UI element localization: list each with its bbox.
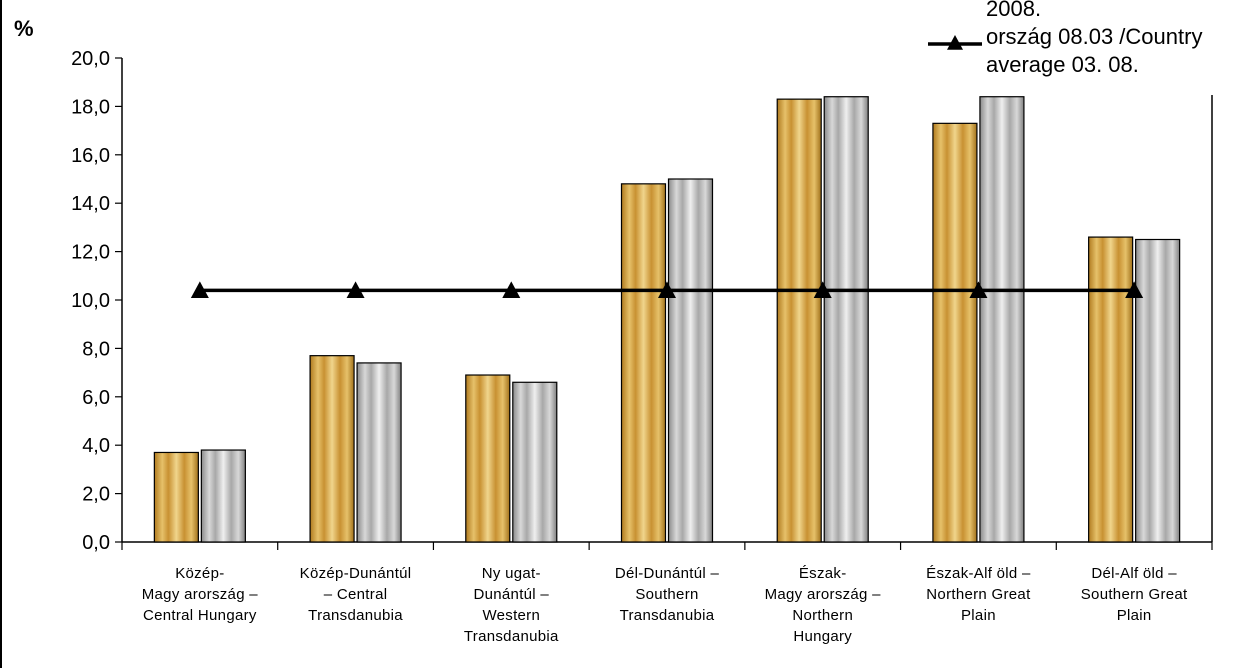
country-average-line <box>190 281 1144 298</box>
average-marker-6 <box>969 281 988 298</box>
y-tick-label: 10,0 <box>71 290 110 312</box>
x-category-label: Közép-Dunántúl – Central Transdanubia <box>300 565 412 624</box>
legend: 2008. ország 08.03 /Country average 03. 08… <box>910 0 1252 95</box>
y-tick-label: 6,0 <box>82 387 110 409</box>
y-axis-ticks: 0,0 2,0 4,0 6,0 8,0 10,0 12,0 14,0 16,0 18,0 20,0 <box>71 48 122 554</box>
bar-series1-5 <box>776 98 822 543</box>
y-axis-unit: % <box>14 16 34 41</box>
x-category-label: Dél-Dunántúl – Southern Transdanubia <box>615 565 720 624</box>
average-marker-7 <box>1125 281 1144 298</box>
legend-box <box>910 0 1252 95</box>
bar-series1-1 <box>153 451 199 543</box>
chart-axes <box>121 58 1213 550</box>
average-marker-5 <box>813 281 832 298</box>
y-tick-label: 0,0 <box>82 532 110 554</box>
chart-bars <box>153 96 1181 543</box>
bar-series2-4 <box>667 178 714 543</box>
bar-series1-2 <box>309 355 355 543</box>
legend-label: 2008. ország 08.03 /Country average 03. 08… <box>986 0 1202 77</box>
x-axis-categories: Közép-Magy arország – Central Hungary Közé… <box>142 565 1188 645</box>
y-tick-label: 14,0 <box>71 193 110 215</box>
y-tick-label: 16,0 <box>71 145 110 167</box>
bar-series1-3 <box>465 374 511 543</box>
y-tick-label: 4,0 <box>82 435 110 457</box>
bar-series2-7 <box>1135 238 1181 543</box>
bar-series2-1 <box>200 449 246 543</box>
bar-series2-6 <box>979 96 1025 543</box>
x-category-label: Észak-Magy arország – Northern Hungary <box>765 565 882 645</box>
y-tick-label: 18,0 <box>71 96 110 118</box>
x-category-label: Észak-Alf öld – Northern Great Plain <box>926 565 1031 624</box>
average-marker-4 <box>658 281 676 298</box>
x-category-label: Közép-Magy arország – Central Hungary <box>142 565 259 624</box>
y-tick-label: 2,0 <box>82 484 110 506</box>
bar-series2-5 <box>823 96 869 543</box>
average-marker-3 <box>502 281 521 298</box>
x-category-label: Ny ugat-Dunántúl – Western Transdanubia <box>464 565 559 645</box>
y-tick-label: 8,0 <box>82 338 110 360</box>
bar-series1-7 <box>1088 236 1134 543</box>
bar-series1-6 <box>932 122 978 543</box>
x-category-label: Dél-Alf öld – Southern Great Plain <box>1081 565 1188 624</box>
legend-marker <box>947 35 963 50</box>
bar-series1-4 <box>620 183 667 543</box>
average-marker-1 <box>190 281 209 298</box>
y-tick-label: 20,0 <box>71 48 110 70</box>
bar-series2-2 <box>356 362 402 543</box>
y-tick-label: 12,0 <box>71 242 110 264</box>
average-marker-2 <box>346 281 365 298</box>
bar-series2-3 <box>512 381 558 543</box>
